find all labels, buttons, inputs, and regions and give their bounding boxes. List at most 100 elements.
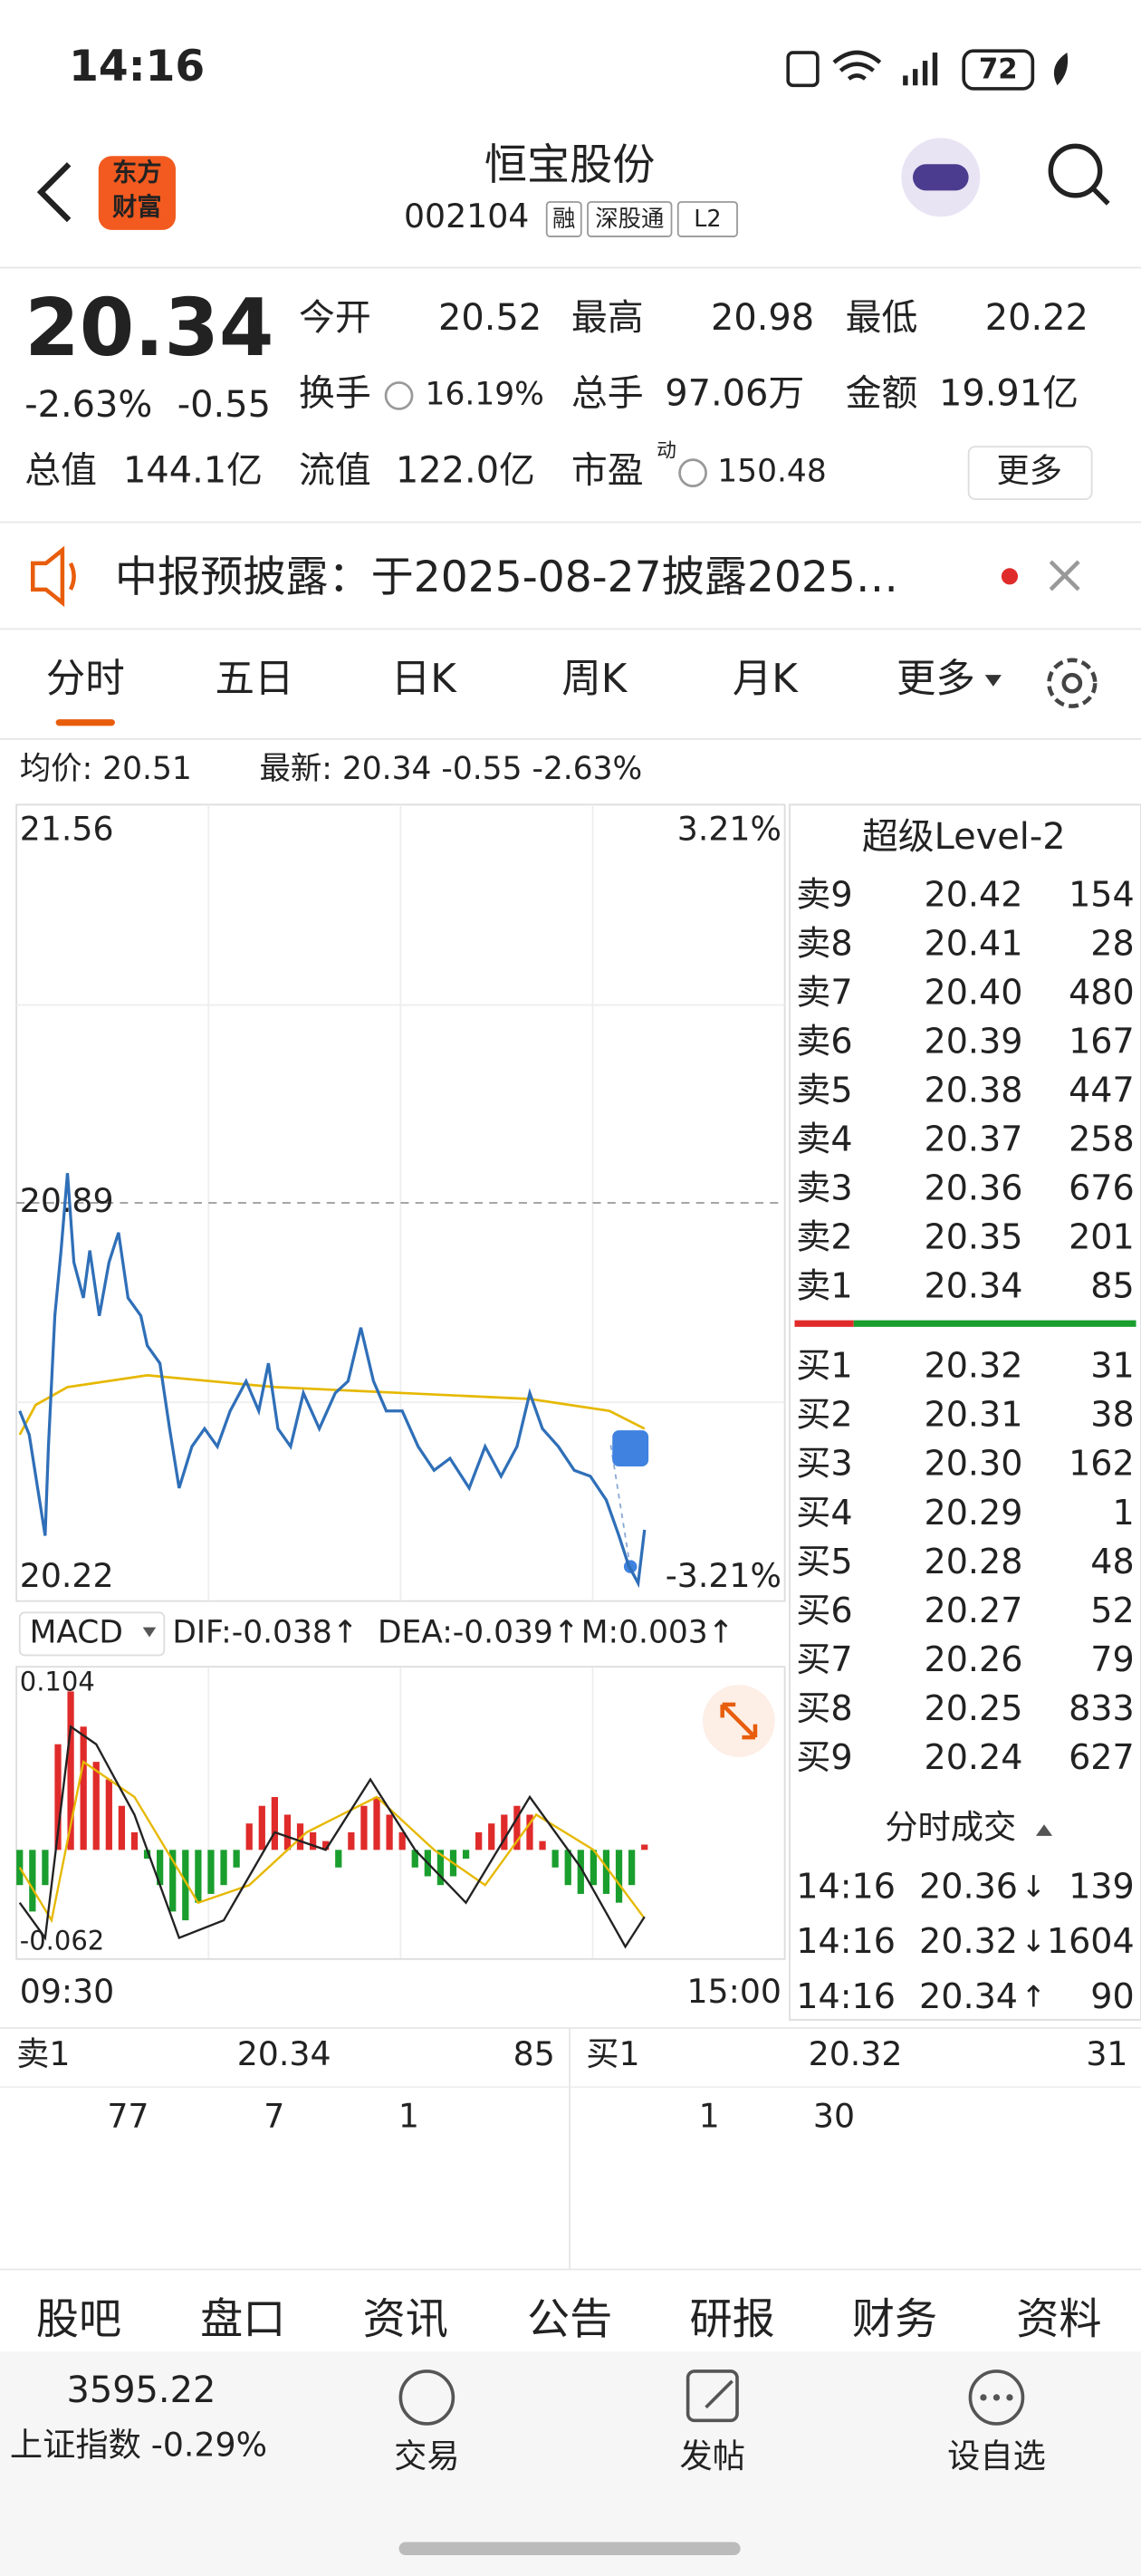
macd-bar — [157, 1850, 164, 1886]
macd-bar — [462, 1850, 470, 1860]
trade-volume: 90 — [1090, 1976, 1134, 2016]
trade-volume: 139 — [1069, 1866, 1135, 1906]
macd-bar — [348, 1831, 355, 1850]
stock-tag: 深股通 — [595, 205, 664, 232]
sort-arrow — [1035, 1824, 1053, 1836]
book-volume: 38 — [1090, 1395, 1134, 1435]
action-label: 设自选 — [947, 2437, 1046, 2475]
book-label: 买7 — [796, 1639, 852, 1679]
book-label: 买1 — [796, 1346, 852, 1386]
macd-bar — [436, 1850, 445, 1886]
macd-bar — [118, 1805, 126, 1850]
queue-order: 1 — [699, 2097, 720, 2136]
stock-code: 002104 — [404, 197, 529, 235]
tag-box — [545, 201, 582, 237]
macd-bar — [258, 1805, 265, 1850]
macd-bar — [602, 1850, 610, 1894]
dea-label: DEA:-0.039↑ — [378, 1614, 580, 1650]
expand-icon — [720, 1702, 758, 1740]
book-price: 20.32 — [924, 1346, 1022, 1386]
chart-grid — [16, 804, 785, 1959]
book-ratio-buy — [853, 1320, 1136, 1327]
trade-icon[interactable] — [398, 2369, 455, 2426]
trade-price: 20.36 — [919, 1866, 1018, 1906]
back-button[interactable] — [36, 162, 72, 223]
signal-marker[interactable] — [612, 1430, 649, 1466]
book-volume: 258 — [1069, 1120, 1135, 1159]
book-price: 20.40 — [924, 972, 1022, 1012]
search-button[interactable] — [1048, 143, 1110, 206]
macd-frame — [15, 1666, 786, 1960]
book-label: 卖9 — [796, 874, 852, 914]
settings-button[interactable] — [1047, 658, 1098, 708]
book-price: 20.28 — [924, 1542, 1022, 1581]
book-volume: 201 — [1069, 1217, 1135, 1257]
change: -0.55 — [177, 384, 271, 426]
unread-dot — [1001, 568, 1019, 585]
queue-price: 20.32 — [809, 2034, 903, 2073]
macd-bar — [488, 1823, 495, 1850]
macd-bar — [130, 1831, 139, 1850]
battery-level: 72 — [979, 53, 1018, 85]
macd-selector[interactable] — [18, 1611, 166, 1657]
macd-label: MACD — [30, 1614, 123, 1650]
m-label: M:0.003↑ — [581, 1614, 734, 1650]
book-price: 20.26 — [924, 1639, 1022, 1679]
macd-bar — [475, 1831, 483, 1850]
macd-bar — [42, 1850, 49, 1886]
info-icon[interactable] — [678, 458, 707, 488]
tab: 更多 — [896, 657, 975, 702]
book-price: 20.42 — [924, 874, 1022, 914]
index-value: 3595.22 — [66, 2369, 216, 2411]
macd-bar — [501, 1814, 508, 1850]
avg-info: 均价: 20.51 — [20, 751, 192, 787]
change-pct: -2.63% — [24, 384, 152, 426]
macd-bar — [551, 1850, 559, 1868]
queue-order: 30 — [813, 2097, 855, 2136]
queue-label: 买1 — [586, 2034, 639, 2073]
book-price: 20.24 — [924, 1737, 1022, 1777]
stat-sup: 动 — [657, 440, 676, 463]
book-label: 买5 — [796, 1542, 852, 1581]
macd-bar — [590, 1850, 598, 1886]
tag-box — [676, 201, 738, 237]
more-button[interactable] — [967, 446, 1093, 501]
watchlist-icon[interactable] — [968, 2369, 1025, 2426]
book-label: 卖7 — [796, 972, 852, 1012]
queue-label: 卖1 — [16, 2034, 70, 2073]
book-price: 20.41 — [924, 923, 1022, 963]
avg-price-line — [18, 1373, 646, 1436]
post-icon[interactable] — [686, 2369, 739, 2423]
book-price: 20.37 — [924, 1120, 1022, 1159]
info-icon[interactable] — [384, 381, 414, 410]
macd-bar — [296, 1823, 304, 1850]
price-line — [18, 1173, 647, 1589]
macd-bar — [143, 1850, 151, 1860]
nav-tab: 资料 — [1016, 2295, 1101, 2345]
stat-value: 150.48 — [717, 454, 827, 490]
book-volume: 28 — [1090, 923, 1134, 963]
macd-tick-label: 0.104 — [20, 1666, 95, 1697]
time-label: 09:30 — [20, 1972, 114, 2011]
book-volume: 52 — [1090, 1591, 1134, 1630]
tab: 五日 — [216, 657, 294, 702]
macd-bar — [577, 1850, 584, 1894]
book-price: 20.35 — [924, 1217, 1022, 1257]
stat-value: 16.19% — [426, 376, 544, 412]
stat-label: 最高 — [571, 297, 644, 339]
book-volume: 167 — [1069, 1021, 1135, 1061]
logo-text: 财富 — [112, 193, 161, 222]
macd-bar — [309, 1831, 317, 1850]
macd-bar — [322, 1841, 330, 1850]
macd-bar — [195, 1850, 202, 1903]
macd-bar — [335, 1850, 342, 1868]
trade-direction: ↓ — [1021, 1925, 1046, 1959]
macd-bar — [564, 1850, 571, 1886]
close-button[interactable] — [1049, 560, 1080, 591]
orderbook-frame — [789, 803, 1141, 2021]
book-volume: 154 — [1069, 874, 1135, 914]
macd-tick-label: -0.062 — [20, 1926, 105, 1956]
book-label: 买2 — [796, 1395, 852, 1435]
stat-label: 市盈 — [571, 450, 644, 492]
